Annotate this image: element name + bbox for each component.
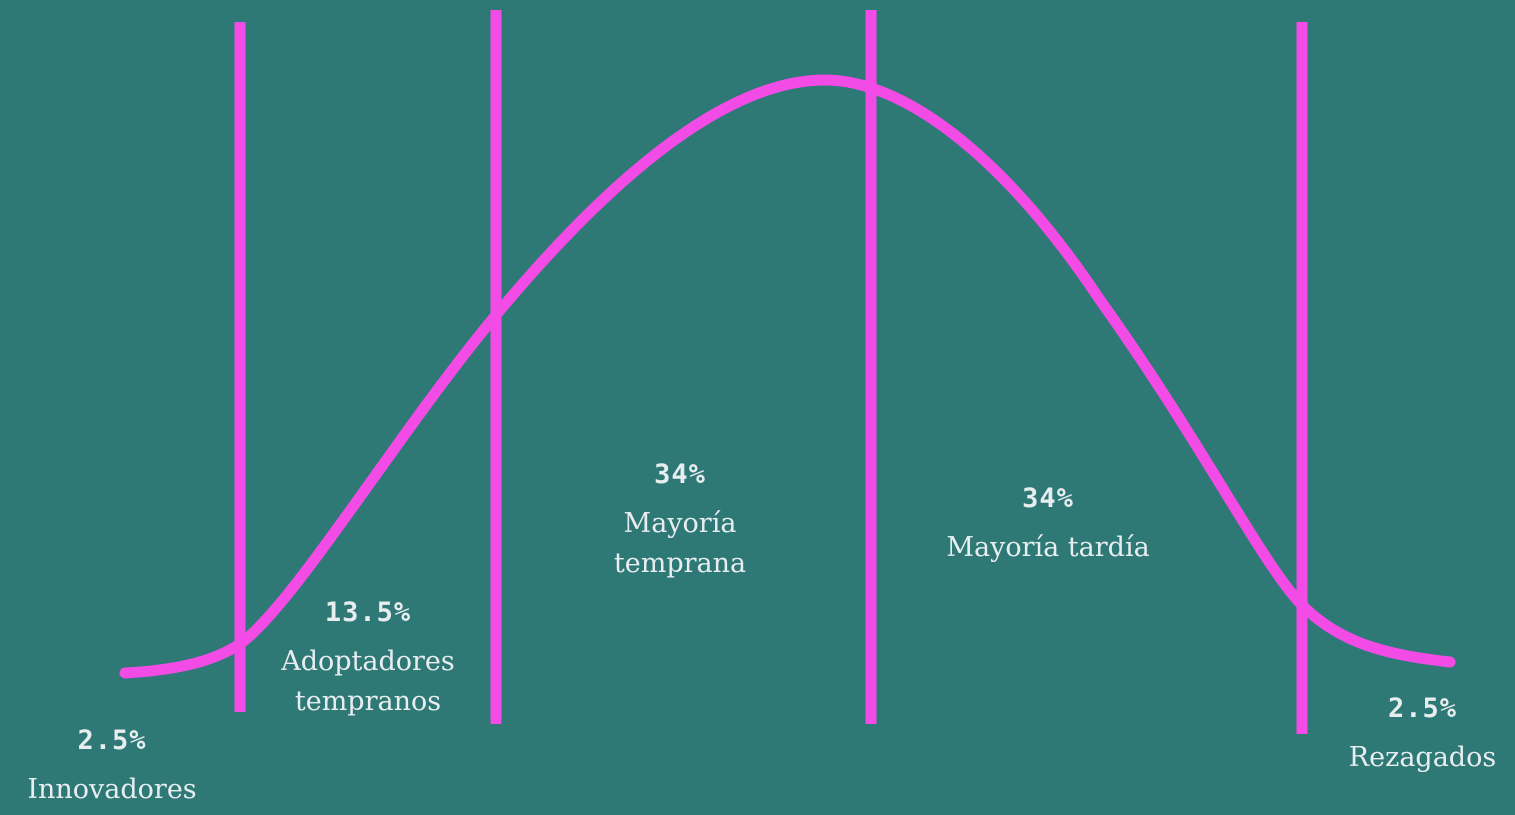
segment-innovadores: 2.5% Innovadores <box>12 725 212 810</box>
segment-name-line2: tempranos <box>294 686 442 717</box>
segment-percent: 2.5% <box>77 725 147 756</box>
segment-mayoria-temprana: 34% Mayoría temprana <box>575 459 785 584</box>
segment-percent: 34% <box>654 459 706 490</box>
segment-mayoria-tardia: 34% Mayoría tardía <box>918 483 1178 568</box>
segment-name: Rezagados <box>1348 742 1497 773</box>
segment-name-line2: temprana <box>613 548 747 579</box>
segment-percent: 13.5% <box>324 597 412 628</box>
bell-curve <box>119 74 1456 679</box>
segment-name: Innovadores <box>27 774 197 805</box>
segment-name: Mayoría tardía <box>946 532 1150 563</box>
segment-percent: 2.5% <box>1387 693 1458 724</box>
segment-percent: 34% <box>1022 483 1074 514</box>
segment-name-line1: Mayoría <box>623 508 737 539</box>
segment-rezagados: 2.5% Rezagados <box>1330 693 1515 778</box>
segment-adoptadores-tempranos: 13.5% Adoptadores tempranos <box>258 597 478 722</box>
segment-name-line1: Adoptadores <box>281 646 455 677</box>
